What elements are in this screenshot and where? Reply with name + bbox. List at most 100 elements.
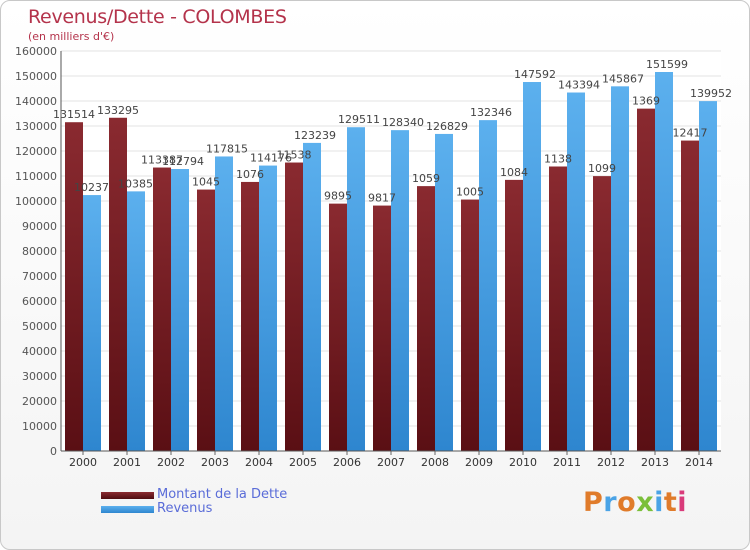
- bar-dette: [593, 176, 611, 451]
- data-label-dette: 1369: [632, 95, 660, 108]
- x-tick-label: 2001: [113, 456, 141, 469]
- x-tick-label: 2004: [245, 456, 273, 469]
- bar-revenus: [567, 92, 585, 451]
- bar-revenus: [523, 82, 541, 452]
- data-label-dette: 133295: [97, 104, 139, 117]
- y-tick-label: 20000: [22, 395, 57, 408]
- x-tick-label: 2005: [289, 456, 317, 469]
- data-label-revenus: 123239: [294, 129, 336, 142]
- data-label-revenus: 151599: [646, 58, 688, 71]
- y-tick-label: 40000: [22, 345, 57, 358]
- data-label-revenus: 126829: [426, 120, 468, 133]
- y-tick-label: 10000: [22, 420, 57, 433]
- logo-letter: i: [677, 487, 688, 518]
- logo-letter: t: [663, 487, 678, 518]
- y-tick-label: 60000: [22, 295, 57, 308]
- data-label-dette: 9895: [324, 190, 352, 203]
- x-tick-label: 2007: [377, 456, 405, 469]
- bar-revenus: [391, 130, 409, 451]
- bar-revenus: [215, 156, 233, 451]
- y-tick-label: 110000: [15, 170, 57, 183]
- logo-letter: i: [654, 487, 664, 518]
- logo-letter: o: [617, 487, 637, 518]
- data-label-dette: 1138: [544, 153, 572, 166]
- bar-dette: [549, 166, 567, 451]
- x-tick-label: 2009: [465, 456, 493, 469]
- bar-revenus: [479, 120, 497, 451]
- bar-revenus: [127, 191, 145, 451]
- legend-swatch-dette: [101, 492, 154, 499]
- bar-dette: [241, 181, 259, 451]
- data-label-revenus: 145867: [602, 72, 644, 85]
- data-label-dette: 1045: [192, 176, 220, 189]
- y-tick-label: 0: [50, 445, 57, 458]
- chart-subtitle: (en milliers d'€): [28, 30, 115, 43]
- bar-revenus: [655, 72, 673, 451]
- bar-dette: [329, 203, 347, 451]
- bar-dette: [681, 140, 699, 451]
- y-tick-label: 70000: [22, 270, 57, 283]
- bar-dette: [285, 162, 303, 451]
- bar-dette: [505, 179, 523, 451]
- bar-revenus: [435, 133, 453, 452]
- proxiti-logo: Proxiti: [583, 487, 687, 518]
- logo-letter: x: [636, 487, 655, 518]
- data-label-dette: 9817: [368, 192, 396, 205]
- x-tick-label: 2014: [685, 456, 713, 469]
- x-tick-label: 2012: [597, 456, 625, 469]
- y-tick-label: 120000: [15, 145, 57, 158]
- bar-revenus: [347, 127, 365, 451]
- bar-dette: [373, 205, 391, 451]
- data-label-revenus: 114176: [250, 152, 292, 165]
- data-label-dette: 1084: [500, 166, 528, 179]
- bar-dette: [109, 117, 127, 451]
- y-tick-label: 150000: [15, 70, 57, 83]
- y-tick-label: 140000: [15, 95, 57, 108]
- data-label-revenus: 147592: [514, 68, 556, 81]
- data-label-dette: 11538: [277, 149, 312, 162]
- bar-revenus: [171, 169, 189, 451]
- bar-dette: [461, 199, 479, 451]
- y-tick-label: 90000: [22, 220, 57, 233]
- bar-dette: [637, 108, 655, 451]
- y-tick-label: 30000: [22, 370, 57, 383]
- legend-label-dette: Montant de la Dette: [157, 487, 288, 502]
- bar-dette: [153, 167, 171, 451]
- logo-letter: P: [583, 487, 604, 518]
- x-tick-label: 2010: [509, 456, 537, 469]
- y-tick-label: 130000: [15, 120, 57, 133]
- x-tick-label: 2003: [201, 456, 229, 469]
- x-tick-label: 2006: [333, 456, 361, 469]
- data-label-dette: 12417: [673, 127, 708, 140]
- data-label-revenus: 102370: [74, 181, 116, 194]
- bar-dette: [417, 186, 435, 451]
- data-label-dette: 131514: [53, 108, 95, 121]
- data-label-dette: 1059: [412, 172, 440, 185]
- data-label-revenus: 128340: [382, 116, 424, 129]
- data-label-dette: 113387: [141, 154, 183, 167]
- bar-revenus: [83, 195, 101, 451]
- data-label-dette: 1099: [588, 162, 616, 175]
- logo-letter: r: [603, 487, 618, 518]
- bar-revenus: [611, 86, 629, 452]
- data-label-revenus: 139952: [690, 87, 732, 100]
- bar-revenus: [303, 142, 321, 451]
- x-tick-label: 2002: [157, 456, 185, 469]
- y-tick-label: 160000: [15, 45, 57, 58]
- data-label-revenus: 132346: [470, 106, 512, 119]
- legend-swatch-revenus: [101, 506, 154, 513]
- data-label-dette: 1005: [456, 186, 484, 199]
- legend-label-revenus: Revenus: [157, 501, 213, 516]
- data-label-revenus: 117815: [206, 142, 248, 155]
- x-tick-label: 2013: [641, 456, 669, 469]
- bar-revenus: [699, 101, 717, 452]
- bar-dette: [197, 189, 215, 451]
- chart-title: Revenus/Dette - COLOMBES: [28, 6, 287, 28]
- x-tick-label: 2008: [421, 456, 449, 469]
- bar-revenus: [259, 165, 277, 451]
- x-tick-label: 2011: [553, 456, 581, 469]
- data-label-revenus: 143394: [558, 79, 600, 92]
- bar-dette: [65, 122, 83, 451]
